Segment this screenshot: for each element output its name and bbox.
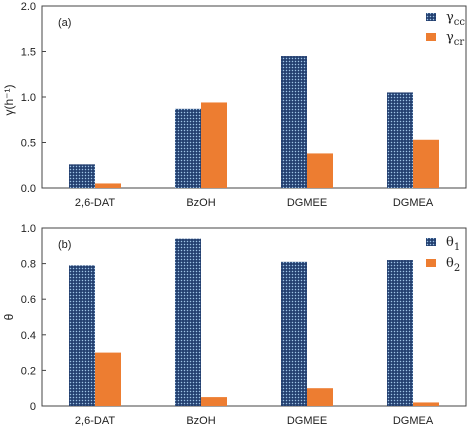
- panel-a-bar-cr-0: [95, 183, 121, 188]
- panel-a-category-label: BzOH: [186, 197, 215, 209]
- panel-a-bar-cc-0: [69, 164, 95, 188]
- panel-b-bar-2-3: [413, 402, 439, 406]
- panel-b-bar-1-1: [175, 238, 201, 406]
- panel-a-category-label: 2,6-DAT: [75, 197, 115, 209]
- panel-a-y-tick-label: 1.0: [21, 92, 36, 104]
- panel-b-bar-1-0: [69, 265, 95, 406]
- panel-a-y-axis-label: γ(h⁻¹): [2, 85, 16, 116]
- panel-a: (a) γ(h⁻¹) 0.0 0.5 1.0 1.5 2.0 2,6-DAT BzOH DGM…: [2, 1, 467, 209]
- panel-a-y-tick-label: 1.5: [21, 47, 36, 59]
- panel-a-bar-cc-2: [281, 56, 307, 188]
- panel-a-legend-label-cr: γcr: [446, 30, 464, 48]
- panel-a-bar-cr-2: [307, 153, 333, 188]
- panel-b-y-tick-label: 0.6: [21, 294, 36, 306]
- panel-b-marks: 0 0.2 0.4 0.6 0.8 1.0 2,6-DAT BzOH DGMEE DGMEA θ1 θ…: [21, 223, 461, 427]
- panel-b-y-tick-label: 1.0: [21, 223, 36, 235]
- panel-b-legend-label-2: θ2: [446, 256, 460, 274]
- panel-a-legend-swatch-cr: [426, 33, 436, 41]
- panel-a-marks: 0.0 0.5 1.0 1.5 2.0 2,6-DAT BzOH DGMEE DGMEA γcc γ…: [21, 1, 466, 209]
- panel-b-category-label: BzOH: [186, 415, 215, 427]
- panel-b-bar-1-3: [387, 260, 413, 406]
- panel-b-frame: [41, 227, 467, 407]
- panel-a-category-label: DGMEA: [393, 197, 434, 209]
- panel-b-legend-swatch-2: [426, 259, 436, 267]
- panel-b-category-label: DGMEA: [393, 415, 434, 427]
- panel-b-y-tick-label: 0: [30, 401, 36, 413]
- panel-a-y-tick-label: 2.0: [21, 1, 36, 13]
- panel-a-bar-cr-1: [201, 102, 227, 188]
- panel-a-y-tick-label: 0.5: [21, 138, 36, 150]
- panel-a-y-tick-label: 0.0: [21, 183, 36, 195]
- panel-b-bar-1-2: [281, 261, 307, 406]
- panel-b: (b) θ 0 0.2 0.4 0.6 0.8 1.0 2,6-DAT BzOH DGMEE DG…: [2, 223, 467, 427]
- panel-a-bar-cc-1: [175, 108, 201, 188]
- panel-b-y-tick-label: 0.8: [21, 259, 36, 271]
- panel-a-category-label: DGMEE: [287, 197, 327, 209]
- panel-b-bar-2-0: [95, 352, 121, 406]
- panel-b-legend-label-1: θ1: [446, 235, 460, 253]
- panel-b-y-axis-label: θ: [2, 313, 16, 320]
- panel-a-bar-cc-3: [387, 92, 413, 188]
- panel-b-bar-2-1: [201, 397, 227, 406]
- panel-b-y-tick-label: 0.2: [21, 365, 36, 377]
- panel-b-bar-2-2: [307, 388, 333, 406]
- panel-b-category-label: DGMEE: [287, 415, 327, 427]
- panel-a-label: (a): [58, 17, 71, 29]
- panel-a-bar-cr-3: [413, 139, 439, 188]
- panel-b-legend-swatch-1: [426, 238, 436, 246]
- panel-a-legend-swatch-cc: [426, 13, 436, 21]
- panel-a-legend-label-cc: γcc: [446, 10, 465, 28]
- panel-b-category-label: 2,6-DAT: [75, 415, 115, 427]
- panel-b-y-tick-label: 0.4: [21, 330, 36, 342]
- panel-b-label: (b): [58, 239, 71, 251]
